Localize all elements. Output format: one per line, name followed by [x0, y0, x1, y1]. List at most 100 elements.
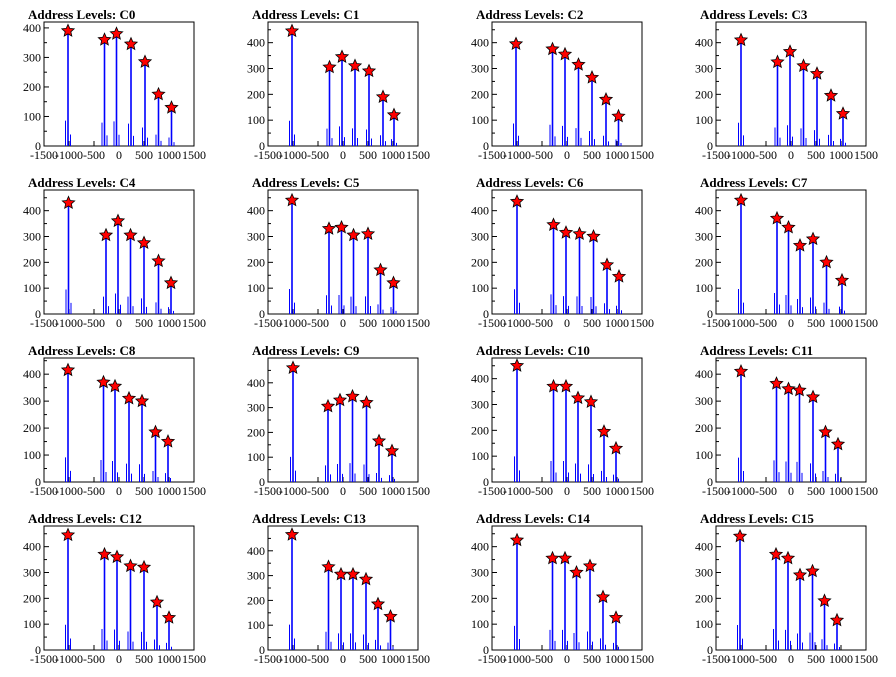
subplot-title: Address Levels: C9: [252, 343, 360, 358]
peak-marker: [608, 610, 624, 624]
x-tick-label: 1500: [182, 148, 206, 162]
y-tick-label: 400: [695, 204, 713, 218]
x-tick-label: 1500: [406, 652, 430, 666]
y-tick-label: 300: [23, 50, 41, 64]
x-tick-label: -1000: [279, 316, 307, 330]
peak-marker: [545, 550, 560, 565]
x-tick-label: 0: [116, 484, 122, 498]
x-tick-label: 1500: [630, 316, 654, 330]
peak-marker: [809, 66, 825, 80]
subplot-c3: Address Levels: C3 0 100 200 300 400 -1500-100…: [695, 7, 878, 162]
y-tick-label: 400: [471, 204, 489, 218]
y-tick-label: 200: [471, 423, 489, 437]
peak-marker: [545, 41, 560, 56]
subplot-c6: Address Levels: C6 0 100 200 300 400 -1500-100…: [471, 175, 654, 330]
peak-marker: [284, 23, 300, 38]
y-tick-label: 300: [247, 401, 265, 415]
peak-marker: [557, 46, 573, 61]
y-tick-label: 200: [23, 591, 41, 605]
subplot-c0: Address Levels: C0 0 100 200 300 400 -1500-100…: [23, 7, 206, 162]
x-tick-label: -500: [755, 484, 777, 498]
x-tick-label: 1000: [829, 652, 853, 666]
peak-marker: [123, 36, 139, 51]
peak-marker: [61, 195, 76, 209]
subplot-c2: Address Levels: C2 0 100 200 300 400 -1500-100…: [471, 7, 654, 162]
x-tick-label: -1000: [503, 652, 531, 666]
x-tick-label: 1000: [605, 484, 629, 498]
x-tick-label: -1500: [30, 316, 58, 330]
peak-marker: [148, 424, 163, 439]
y-tick-label: 0: [707, 475, 713, 489]
y-tick-label: 0: [259, 643, 265, 657]
peak-marker: [599, 257, 615, 271]
x-tick-label: 0: [788, 484, 794, 498]
peak-marker: [137, 54, 153, 68]
peak-marker: [792, 238, 808, 252]
x-tick-label: -500: [307, 484, 329, 498]
subplot-title: Address Levels: C7: [700, 175, 808, 190]
y-tick-label: 300: [247, 230, 265, 244]
x-tick-label: -500: [307, 652, 329, 666]
subplot-title: Address Levels: C13: [252, 511, 366, 526]
x-tick-label: -1500: [702, 148, 730, 162]
y-tick-label: 0: [259, 475, 265, 489]
y-tick-label: 400: [23, 21, 41, 35]
peak-marker: [805, 231, 821, 246]
x-tick-label: -1500: [702, 316, 730, 330]
y-tick-label: 100: [695, 617, 713, 631]
x-tick-label: 1000: [829, 484, 853, 498]
x-tick-label: 1500: [854, 148, 878, 162]
peak-marker: [322, 59, 337, 74]
x-tick-label: 1000: [157, 652, 181, 666]
y-tick-label: 100: [247, 113, 265, 127]
peak-marker: [796, 58, 811, 72]
peak-marker: [123, 227, 138, 242]
peak-marker: [373, 262, 388, 277]
subplot-title: Address Levels: C14: [476, 511, 590, 526]
subplot-c14: Address Levels: C14 0 100 200 300 400 -1500-10…: [471, 511, 654, 666]
x-tick-label: -500: [83, 652, 105, 666]
subplot-title: Address Levels: C0: [28, 7, 135, 22]
x-tick-label: 500: [807, 652, 825, 666]
x-tick-label: -1500: [30, 652, 58, 666]
x-tick-label: -1000: [55, 484, 83, 498]
x-tick-label: -1000: [727, 316, 755, 330]
peak-marker: [110, 213, 126, 228]
peak-marker: [582, 558, 598, 573]
y-tick-label: 300: [695, 566, 713, 580]
y-tick-label: 200: [695, 421, 713, 435]
x-tick-label: 0: [788, 652, 794, 666]
y-tick-label: 200: [695, 87, 713, 101]
x-tick-label: -500: [755, 148, 777, 162]
x-tick-label: 500: [135, 652, 153, 666]
y-tick-label: 400: [471, 36, 489, 50]
peak-marker: [346, 227, 361, 242]
plot-frame: [715, 525, 867, 651]
x-tick-label: 500: [807, 316, 825, 330]
peak-marker: [509, 358, 525, 372]
peak-marker: [792, 382, 807, 397]
y-tick-label: 0: [707, 307, 713, 321]
y-tick-label: 100: [247, 281, 265, 295]
x-tick-label: -500: [755, 652, 777, 666]
y-tick-label: 0: [707, 643, 713, 657]
peak-marker: [780, 550, 796, 565]
peak-marker: [345, 566, 361, 581]
y-tick-label: 400: [247, 204, 265, 218]
peak-marker: [383, 609, 398, 623]
x-tick-label: 1000: [381, 316, 405, 330]
y-tick-label: 300: [695, 230, 713, 244]
y-tick-label: 0: [483, 307, 489, 321]
x-tick-label: 500: [359, 652, 377, 666]
x-tick-label: 1000: [157, 316, 181, 330]
peak-marker: [546, 217, 561, 231]
x-tick-label: -1500: [478, 652, 506, 666]
y-tick-label: 0: [707, 139, 713, 153]
peak-marker: [598, 91, 614, 106]
y-tick-label: 300: [23, 566, 41, 580]
x-tick-label: 0: [340, 652, 346, 666]
y-tick-label: 300: [247, 62, 265, 76]
y-tick-label: 200: [471, 591, 489, 605]
x-tick-label: 500: [583, 148, 601, 162]
